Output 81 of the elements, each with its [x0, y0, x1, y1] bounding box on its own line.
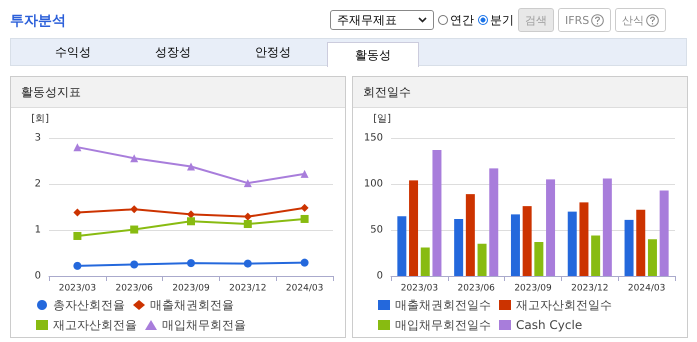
- y-tick-label: 3: [34, 132, 41, 144]
- legend-label: 총자산회전율: [53, 298, 125, 312]
- x-tick-label: 2024/03: [286, 284, 324, 294]
- text: 안정성: [254, 44, 292, 61]
- bar: [568, 212, 577, 276]
- text: 수익성: [54, 44, 92, 61]
- legend-label: 매출채권회전율: [150, 298, 234, 312]
- y-tick-label: 2: [34, 178, 41, 190]
- bar: [660, 190, 669, 276]
- point: [187, 162, 195, 171]
- bar: [579, 202, 588, 276]
- bar: [432, 150, 442, 276]
- point: [73, 143, 82, 152]
- point: [300, 258, 309, 267]
- x-tick-label: 2023/03: [58, 284, 96, 294]
- point: [300, 170, 309, 178]
- bar: [591, 236, 600, 276]
- bar: [546, 179, 556, 276]
- point: [130, 260, 138, 268]
- text: 투자분석: [10, 12, 66, 30]
- text: 주재무제표: [337, 12, 397, 28]
- text: 산식: [615, 8, 666, 32]
- text: IFRS: [558, 8, 612, 32]
- bar: [478, 244, 487, 276]
- legend-label: 재고자산회전일수: [516, 298, 612, 312]
- bar: [534, 242, 544, 276]
- text: 연간: [449, 12, 474, 28]
- bar: [510, 214, 520, 276]
- y-tick-label: 0: [376, 270, 383, 282]
- bar: [522, 206, 532, 276]
- bar: [489, 168, 498, 276]
- text: 활동성: [327, 42, 419, 67]
- y-tick-label: 0: [34, 270, 41, 282]
- x-tick-label: 2023/12: [571, 284, 608, 294]
- point: [187, 217, 195, 226]
- bar: [409, 180, 418, 276]
- point: [244, 260, 252, 268]
- bar: [420, 247, 430, 276]
- bar: [397, 216, 406, 276]
- point: [130, 154, 138, 162]
- chart-title: 활동성지표: [11, 77, 345, 108]
- legend-label: 매입채무회전율: [162, 318, 246, 332]
- point: [130, 226, 138, 234]
- x-tick-label: 2023/12: [229, 284, 266, 294]
- y-tick-label: 100: [364, 178, 383, 190]
- y-axis-title: [회]: [31, 114, 50, 124]
- bar: [602, 178, 612, 276]
- text: 검색: [518, 8, 554, 32]
- bar: [636, 210, 646, 276]
- legend-label: 매입채무회전일수: [395, 318, 491, 332]
- point: [130, 205, 138, 214]
- x-tick-label: 2024/03: [628, 284, 666, 294]
- point: [187, 259, 195, 268]
- x-tick-label: 2023/03: [400, 284, 438, 294]
- y-tick-label: 150: [364, 132, 383, 144]
- text: 분기: [489, 12, 514, 28]
- x-tick-label: 2023/09: [514, 284, 552, 294]
- legend-label: Cash Cycle: [516, 318, 582, 332]
- y-axis-title: [일]: [373, 114, 392, 124]
- legend-label: 매출채권회전일수: [395, 298, 491, 312]
- text: 성장성: [154, 44, 192, 61]
- bar: [466, 194, 475, 276]
- chart-title: 회전일수: [353, 77, 687, 108]
- point: [73, 208, 82, 217]
- point: [300, 214, 309, 223]
- point: [73, 232, 82, 240]
- x-tick-label: 2023/06: [116, 284, 154, 294]
- bar: [454, 218, 464, 276]
- point: [244, 212, 252, 221]
- point: [244, 220, 252, 228]
- point: [300, 204, 309, 212]
- legend-label: 재고자산회전율: [53, 318, 137, 332]
- y-tick-label: 1: [34, 224, 41, 236]
- bar: [624, 220, 634, 276]
- x-tick-label: 2023/06: [458, 284, 496, 294]
- x-tick-label: 2023/09: [172, 284, 210, 294]
- bar: [648, 239, 657, 276]
- point: [187, 210, 195, 218]
- point: [244, 179, 252, 188]
- y-tick-label: 50: [370, 224, 383, 236]
- point: [73, 262, 82, 270]
